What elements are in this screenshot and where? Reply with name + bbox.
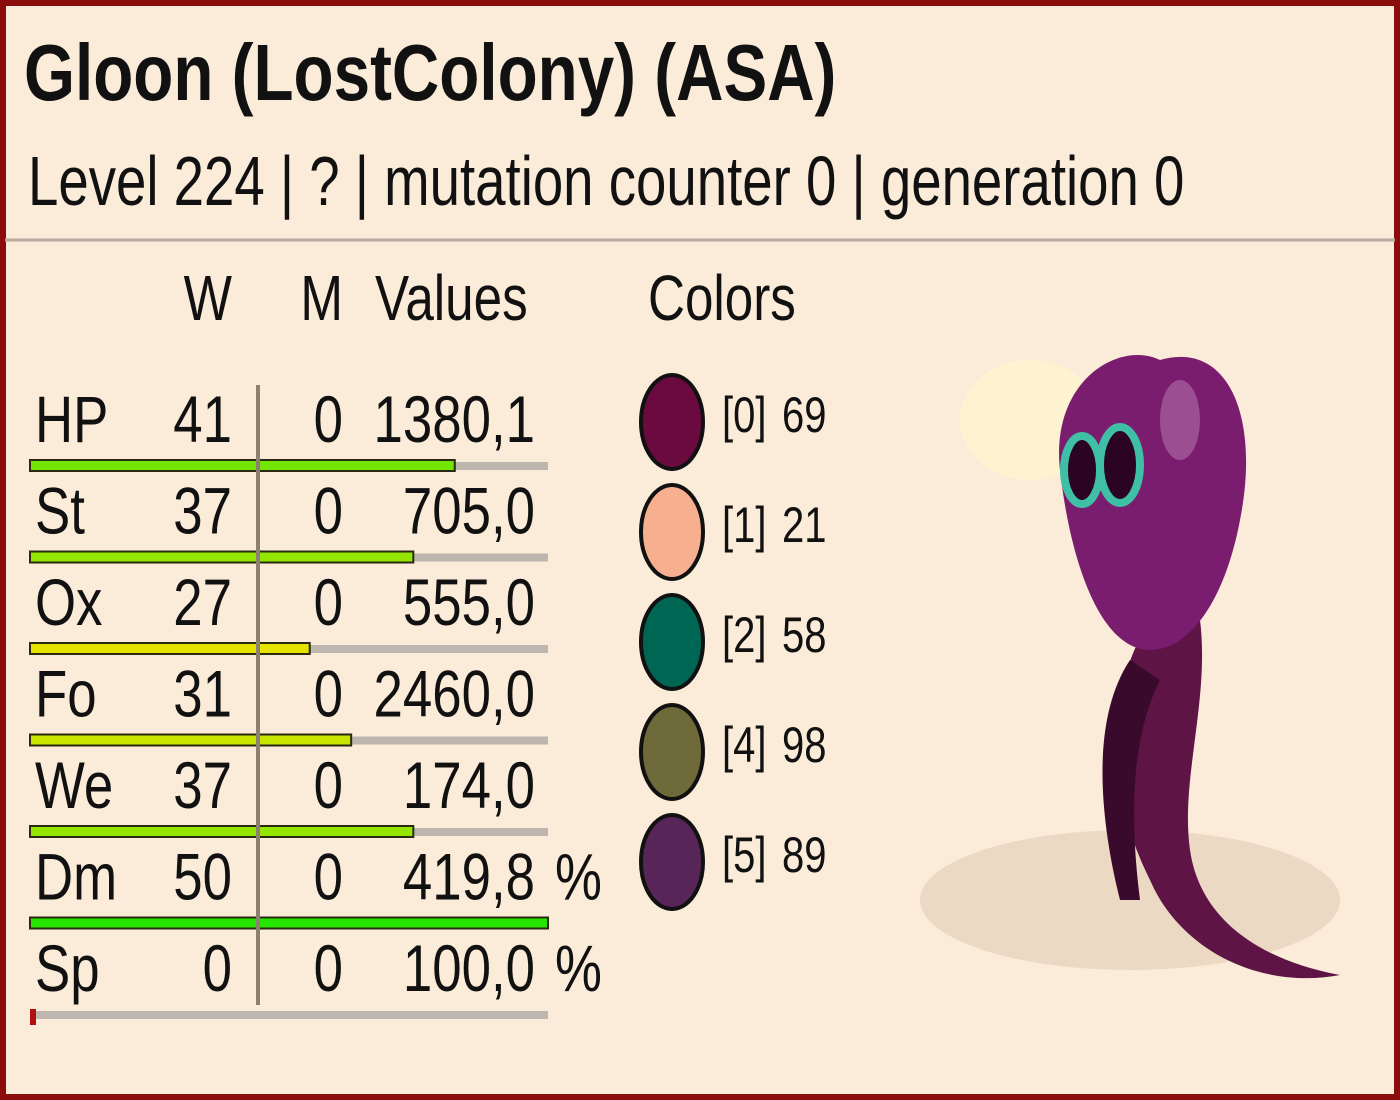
stat-wild-level: 41 bbox=[173, 382, 232, 456]
color-value: 69 bbox=[782, 387, 826, 443]
color-swatch bbox=[639, 373, 705, 471]
creature-summary: Level 224 | ? | mutation counter 0 | gen… bbox=[28, 143, 1184, 221]
stat-wild-level: 27 bbox=[173, 565, 232, 639]
stat-value: 1380,1 bbox=[374, 382, 535, 456]
stat-wild-level: 37 bbox=[173, 748, 232, 822]
stat-name: HP bbox=[35, 382, 108, 456]
column-header: M bbox=[300, 264, 343, 335]
colors-header: Colors bbox=[648, 264, 796, 335]
stat-value: 419,8 bbox=[403, 840, 535, 914]
stat-bar bbox=[29, 459, 456, 472]
stat-unit: % bbox=[555, 931, 602, 1005]
stat-mutations: 0 bbox=[314, 931, 343, 1005]
stat-mutations: 0 bbox=[314, 382, 343, 456]
stat-mutations: 0 bbox=[314, 565, 343, 639]
stat-value: 2460,0 bbox=[374, 657, 535, 731]
stat-mutations: 0 bbox=[314, 748, 343, 822]
color-swatch bbox=[639, 703, 705, 801]
stat-mutations: 0 bbox=[314, 474, 343, 548]
stat-wild-level: 37 bbox=[173, 474, 232, 548]
stat-bar bbox=[29, 916, 549, 930]
stat-value: 174,0 bbox=[403, 748, 535, 822]
column-header: Values bbox=[375, 264, 528, 335]
stat-name: Ox bbox=[35, 565, 103, 639]
color-swatch bbox=[639, 593, 705, 691]
stat-value: 705,0 bbox=[403, 474, 535, 548]
creature-image bbox=[920, 354, 1340, 979]
stat-bar-track bbox=[30, 1011, 548, 1019]
stat-name: Dm bbox=[35, 840, 117, 914]
stat-wild-level: 50 bbox=[173, 840, 232, 914]
creature-title: Gloon (LostColony) (ASA) bbox=[24, 28, 836, 118]
stat-bar bbox=[29, 550, 415, 564]
stat-mutations: 0 bbox=[314, 840, 343, 914]
stat-wild-level: 0 bbox=[203, 931, 232, 1005]
stat-name: We bbox=[35, 748, 113, 822]
stat-value: 100,0 bbox=[403, 931, 535, 1005]
color-value: 21 bbox=[782, 497, 826, 553]
color-id: [0] bbox=[722, 387, 766, 443]
stat-bar bbox=[29, 642, 311, 655]
stat-mutations: 0 bbox=[314, 657, 343, 731]
color-id: [5] bbox=[722, 827, 766, 883]
color-value: 98 bbox=[782, 717, 826, 773]
column-header: W bbox=[184, 264, 233, 335]
stat-bar bbox=[29, 733, 353, 747]
color-id: [4] bbox=[722, 717, 766, 773]
stat-bar bbox=[30, 1009, 36, 1025]
stat-value: 555,0 bbox=[403, 565, 535, 639]
color-swatch bbox=[639, 813, 705, 911]
color-id: [2] bbox=[722, 607, 766, 663]
stat-bar bbox=[29, 825, 415, 838]
stat-name: St bbox=[35, 474, 85, 548]
color-swatch bbox=[639, 483, 705, 581]
color-id: [1] bbox=[722, 497, 766, 553]
color-value: 89 bbox=[782, 827, 826, 883]
stat-unit: % bbox=[555, 840, 602, 914]
stat-name: Fo bbox=[35, 657, 97, 731]
stat-name: Sp bbox=[35, 931, 100, 1005]
stat-wild-level: 31 bbox=[173, 657, 232, 731]
color-value: 58 bbox=[782, 607, 826, 663]
